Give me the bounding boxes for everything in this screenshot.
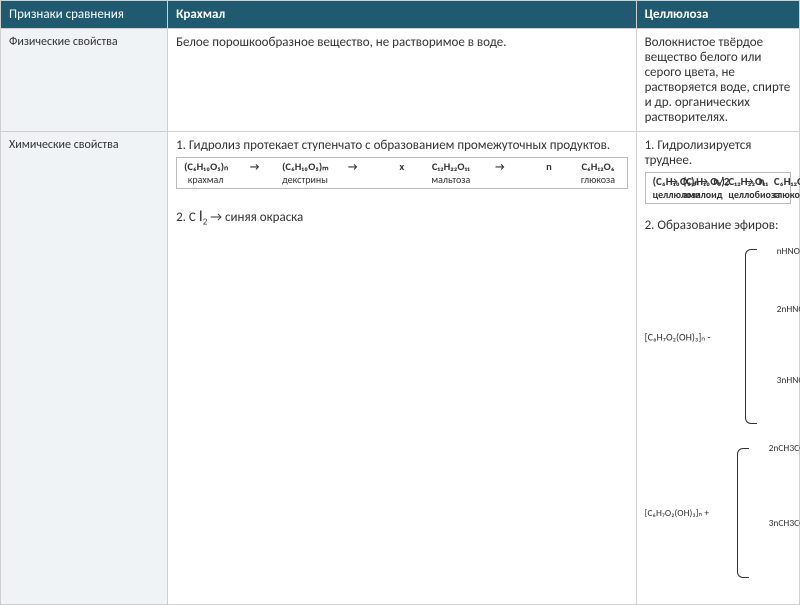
bracket-icon-2: [737, 448, 749, 578]
esters1-r3-reagent: 3nHNO3: [777, 374, 800, 386]
header-col3: Целлюлоза: [636, 1, 799, 29]
header-row: Признаки сравнения Крахмал Целлюлоза: [1, 1, 800, 29]
hydro-s-f4: C₆H₁₂O₆: [581, 160, 614, 173]
hydro-s-l1: крахмал: [188, 173, 224, 186]
starch-p1: 1. Гидролиз протекает ступенчато с образ…: [176, 138, 628, 153]
hydro-s-l2: декстрины: [282, 173, 328, 186]
hydro-s-mid2: n: [546, 160, 552, 173]
starch-p2: 2. С I2 → синяя окраска: [176, 207, 628, 228]
esters2-r1-reagent: 2nCH3COOH: [769, 442, 800, 454]
hydro-c-f4: C₆H₁₂O₆: [774, 175, 800, 188]
row-chemical-cellulose: 1. Гидролизируется труднее. (C₆H₁₀O₅)ₙце…: [636, 132, 799, 605]
starch-hydrolysis-scheme: (C₆H₁₀O₅)ₙкрахмал → (C₆H₁₀O₅)ₘдекстрины …: [176, 157, 628, 189]
esters1-r2-note: динитрат целлюлозы: [757, 346, 800, 370]
hydro-s-f1: (C₆H₁₀O₅)ₙ: [184, 160, 228, 173]
hydro-c-l3: целлобиоза: [728, 188, 780, 201]
starch-i2-sub: 2: [203, 217, 208, 228]
cellulose-hydrolysis-scheme: (C₆H₁₀O₅)ₙцеллюлоза → (C₆H₁₀O₅)ₓамилоид …: [645, 172, 791, 204]
esters-block-1: [C₆H₇O₂(OH)₃]ₙ - nHNO3 [C₆H₇O₂(OH)₂ONO₂]…: [645, 245, 791, 584]
row-physical-label: Физические свойства: [1, 29, 168, 132]
hydro-c-l4: глюкоза: [774, 188, 800, 201]
hydro-s-f3: C₁₂H₂₂O₁₁: [432, 160, 470, 173]
hydro-c-l2: амилоид: [683, 188, 723, 201]
starch-p2b: → синяя окраска: [210, 210, 303, 225]
row-chemical: Химические свойства 1. Гидролиз протекае…: [1, 132, 800, 605]
esters2-r1-note: диацетат целлюлозы: [749, 485, 800, 509]
esters1-r1-note: нитрат целлюлозы: [757, 275, 800, 299]
header-col2: Крахмал: [168, 1, 637, 29]
starch-p2a: 2. С: [176, 210, 199, 225]
row-physical-cellulose: Волокнистое твёрдое вещество белого или …: [636, 29, 799, 132]
esters1-r3-note: тринитрат целлюлозы: [757, 404, 800, 428]
esters-block-2: [C₆H₇O₂(OH)₃]ₙ + 2nCH3COOH [C₆H₇O₂(OH)(O…: [645, 442, 791, 584]
comparison-table: Признаки сравнения Крахмал Целлюлоза Физ…: [0, 0, 800, 605]
esters2-r2-reagent: 3nCH3COOH: [769, 517, 800, 529]
row-chemical-starch: 1. Гидролиз протекает ступенчато с образ…: [168, 132, 637, 605]
bracket-icon: [745, 249, 757, 424]
hydro-s-l4: глюкоза: [581, 173, 615, 186]
row-physical: Физические свойства Белое порошкообразно…: [1, 29, 800, 132]
hydro-s-f2: (C₆H₁₀O₅)ₘ: [282, 160, 329, 173]
esters1-r2-reagent: 2nHNO3: [777, 303, 800, 315]
esters2-left: [C₆H₇O₂(OH)₃]ₙ +: [645, 507, 710, 519]
esters2-r2-note: триацетат целлюлозы: [749, 560, 800, 584]
row-chemical-label: Химические свойства: [1, 132, 168, 605]
row-physical-starch: Белое порошкообразное вещество, не раств…: [168, 29, 637, 132]
hydro-s-l3: мальтоза: [431, 173, 470, 186]
esters1-left: [C₆H₇O₂(OH)₃]ₙ -: [645, 330, 711, 343]
hydro-s-mid: x: [399, 160, 404, 173]
cell-p1: 1. Гидролизируется труднее.: [645, 138, 791, 168]
header-col1: Признаки сравнения: [1, 1, 168, 29]
cell-p2: 2. Образование эфиров:: [645, 218, 791, 233]
esters1-r1-reagent: nHNO3: [777, 245, 800, 257]
